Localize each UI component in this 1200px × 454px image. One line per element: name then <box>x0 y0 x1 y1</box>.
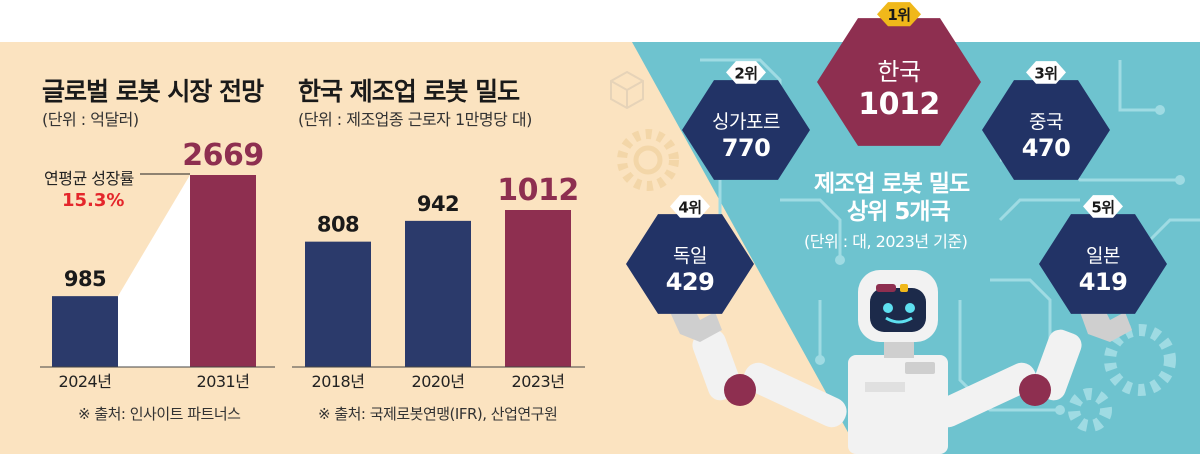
middle-value-label-0: 808 <box>317 213 359 237</box>
gear-icon-right <box>1068 324 1176 432</box>
left-bar-0 <box>52 296 118 367</box>
rank-value-3: 470 <box>1022 134 1071 162</box>
middle-source: ※ 출처: 국제로봇연맹(IFR), 산업연구원 <box>318 405 558 423</box>
left-chart-title: 글로벌 로봇 시장 전망 <box>42 77 264 106</box>
rank-value-1: 1012 <box>858 87 940 122</box>
gear-icon <box>617 129 679 191</box>
rank-badge-3 <box>1026 61 1066 84</box>
growth-wedge <box>118 175 190 367</box>
left-value-label-0: 985 <box>64 267 106 291</box>
left-chart-unit: (단위 : 억달러) <box>42 110 139 129</box>
ranking-title-line1: 제조업 로봇 밀도 <box>814 171 970 197</box>
middle-chart-title: 한국 제조업 로봇 밀도 <box>298 77 520 106</box>
rank-badge-5 <box>1083 195 1123 218</box>
middle-bar-0 <box>305 241 371 367</box>
middle-value-label-2: 1012 <box>497 173 579 208</box>
ranking-unit: (단위 : 대, 2023년 기준) <box>804 232 968 251</box>
rank-country-1: 한국 <box>877 58 920 86</box>
cagr-label: 연평균 성장률 <box>44 169 134 188</box>
left-value-label-1: 2669 <box>182 138 264 173</box>
left-bar-1 <box>190 175 256 367</box>
cagr-value: 15.3% <box>62 190 125 211</box>
rank-badge-label-2: 2위 <box>734 64 757 82</box>
rank-hexagon-5 <box>1039 214 1167 314</box>
rank-badge-1 <box>877 2 921 27</box>
rank-value-4: 429 <box>666 268 715 296</box>
middle-category-label-0: 2018년 <box>312 372 365 391</box>
rank-badge-label-1: 1위 <box>887 6 910 24</box>
left-category-label-1: 2031년 <box>197 372 250 391</box>
rank-hexagon-1 <box>817 18 981 146</box>
left-source: ※ 출처: 인사이트 파트너스 <box>78 405 241 423</box>
rank-badge-label-4: 4위 <box>678 198 701 216</box>
ranking-title-line2: 상위 5개국 <box>847 199 951 225</box>
robot-body <box>848 355 948 454</box>
rank-badge-label-5: 5위 <box>1091 198 1114 216</box>
rank-value-2: 770 <box>722 134 771 162</box>
rank-badge-label-3: 3위 <box>1034 64 1057 82</box>
rank-badge-4 <box>670 195 710 218</box>
rank-country-4: 독일 <box>673 245 707 267</box>
middle-category-label-2: 2023년 <box>512 372 565 391</box>
robot-right-arm <box>933 300 1132 428</box>
rank-country-2: 싱가포르 <box>712 111 780 133</box>
left-category-label-0: 2024년 <box>59 372 112 391</box>
rank-badge-2 <box>726 61 766 84</box>
rank-country-3: 중국 <box>1029 111 1063 133</box>
middle-value-label-1: 942 <box>417 192 459 216</box>
middle-chart-unit: (단위 : 제조업종 근로자 1만명당 대) <box>298 110 532 129</box>
rank-value-5: 419 <box>1079 268 1128 296</box>
rank-hexagon-2 <box>682 80 810 180</box>
middle-category-label-1: 2020년 <box>412 372 465 391</box>
middle-bar-2 <box>505 210 571 367</box>
rank-hexagon-3 <box>982 80 1110 180</box>
rank-country-5: 일본 <box>1086 245 1120 267</box>
rank-hexagon-4 <box>626 214 754 314</box>
middle-bar-1 <box>405 220 471 367</box>
cube-icon <box>610 70 644 110</box>
